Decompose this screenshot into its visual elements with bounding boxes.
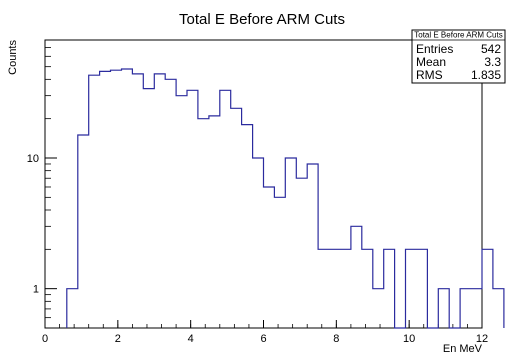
x-axis-label: En MeV bbox=[443, 343, 483, 355]
x-tick-label: 8 bbox=[333, 333, 339, 345]
stats-box: Total E Before ARM Cuts Entries 542 Mean… bbox=[411, 29, 506, 84]
y-tick-label: 1 bbox=[33, 284, 39, 296]
stats-value-entries: 542 bbox=[481, 42, 501, 56]
y-axis-label: Counts bbox=[7, 40, 19, 75]
y-tick-label: 10 bbox=[27, 153, 39, 165]
histogram-line bbox=[66, 68, 505, 329]
stats-value-rms: 1.835 bbox=[471, 68, 501, 82]
stats-label-rms: RMS bbox=[416, 68, 443, 82]
x-tick-label: 4 bbox=[188, 333, 194, 345]
x-tick-label: 12 bbox=[476, 333, 488, 345]
x-tick-label: 0 bbox=[42, 333, 48, 345]
axis-ticks: 0 2 4 6 8 10 12 1 10 bbox=[27, 39, 488, 345]
stats-title: Total E Before ARM Cuts bbox=[414, 31, 502, 40]
x-tick-label: 6 bbox=[260, 333, 266, 345]
chart-title: Total E Before ARM Cuts bbox=[179, 11, 345, 28]
x-tick-label: 10 bbox=[403, 333, 415, 345]
stats-label-entries: Entries bbox=[416, 42, 453, 56]
stats-label-mean: Mean bbox=[416, 55, 446, 69]
stats-value-mean: 3.3 bbox=[484, 55, 501, 69]
stats-box-frame bbox=[411, 29, 506, 84]
x-tick-label: 2 bbox=[115, 333, 121, 345]
